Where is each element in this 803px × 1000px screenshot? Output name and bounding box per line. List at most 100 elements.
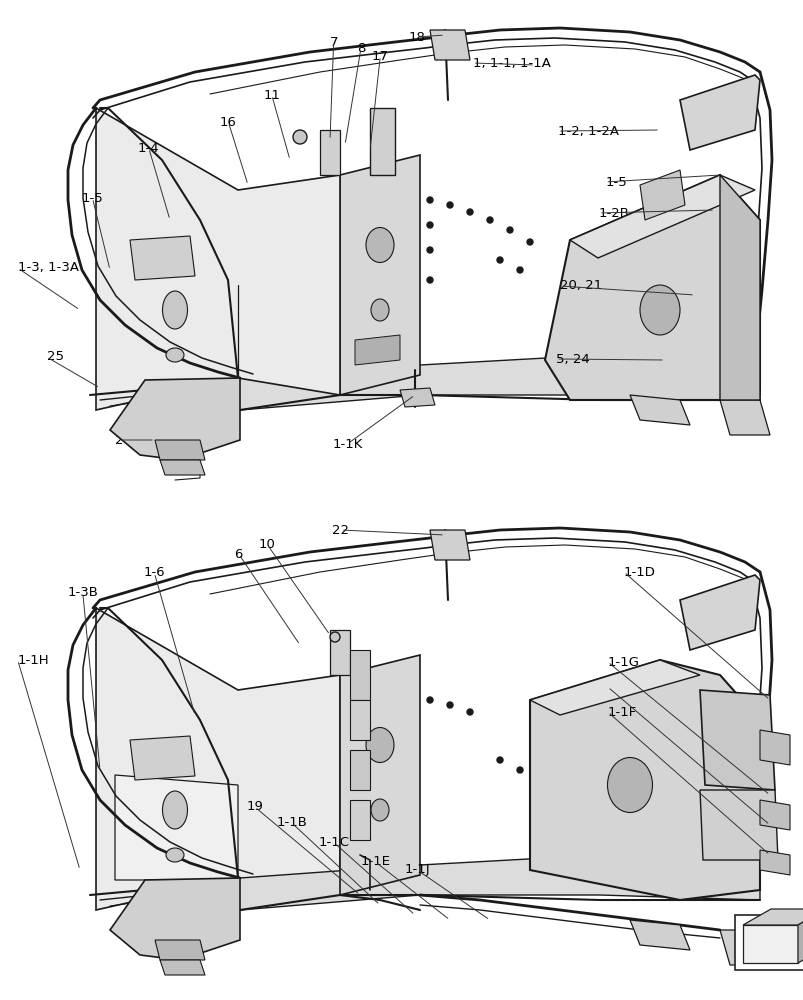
Text: 6: 6 [234,548,243,560]
Polygon shape [759,730,789,765]
Text: 1-1L: 1-1L [607,680,636,694]
Circle shape [446,202,452,208]
Polygon shape [130,236,195,280]
Polygon shape [200,355,759,410]
Polygon shape [340,655,419,895]
Polygon shape [630,920,689,950]
Polygon shape [130,736,195,780]
Text: 1-4: 1-4 [138,142,159,155]
Circle shape [507,227,512,233]
Text: 1-2B: 1-2B [598,207,629,220]
Text: 1-1K: 1-1K [332,438,362,450]
Text: 7: 7 [329,36,337,49]
Ellipse shape [370,299,389,321]
Polygon shape [349,650,369,700]
Text: 1-1C: 1-1C [319,836,349,849]
Polygon shape [742,909,803,925]
Circle shape [426,247,433,253]
Text: 1-5: 1-5 [605,176,626,189]
Polygon shape [569,175,754,258]
Polygon shape [719,930,769,965]
Ellipse shape [639,285,679,335]
Circle shape [426,697,433,703]
Polygon shape [529,660,699,715]
Polygon shape [96,108,340,410]
Ellipse shape [165,348,184,362]
Text: 1, 1-1, 1-1A: 1, 1-1, 1-1A [472,57,550,70]
Text: 1-1F: 1-1F [607,706,636,718]
Polygon shape [369,108,394,175]
Text: 1-1J: 1-1J [404,863,430,876]
Circle shape [329,632,340,642]
Polygon shape [329,630,349,675]
Polygon shape [320,130,340,175]
Text: 2: 2 [115,434,123,446]
Ellipse shape [365,727,393,762]
Circle shape [292,130,307,144]
Ellipse shape [162,291,187,329]
Polygon shape [110,378,240,460]
Polygon shape [699,790,777,860]
Polygon shape [160,960,205,975]
Circle shape [487,217,492,223]
Ellipse shape [162,791,187,829]
Text: 1-1G: 1-1G [607,656,639,668]
Circle shape [526,239,532,245]
Text: 10: 10 [259,538,275,550]
Polygon shape [679,75,759,150]
Circle shape [426,222,433,228]
Text: 1-1B: 1-1B [276,816,307,829]
Polygon shape [699,690,774,790]
Polygon shape [340,155,419,395]
Polygon shape [115,775,238,880]
Polygon shape [349,750,369,790]
Text: 1-3B: 1-3B [67,586,98,599]
Polygon shape [759,850,789,875]
Text: 16: 16 [220,116,236,129]
Polygon shape [719,400,769,435]
Polygon shape [742,925,797,963]
Text: 1-5: 1-5 [81,192,104,205]
Polygon shape [200,855,759,910]
Text: 19: 19 [247,800,263,813]
Circle shape [516,767,522,773]
Circle shape [426,197,433,203]
Circle shape [467,209,472,215]
Polygon shape [349,800,369,840]
Circle shape [496,257,503,263]
Polygon shape [155,940,205,960]
Ellipse shape [607,758,652,812]
Polygon shape [544,175,759,400]
Polygon shape [155,440,205,460]
Polygon shape [719,175,759,400]
Polygon shape [160,460,205,475]
Polygon shape [639,170,684,220]
Circle shape [496,757,503,763]
Polygon shape [115,275,238,380]
Text: 20, 21: 20, 21 [560,279,602,292]
Text: 5, 24: 5, 24 [556,353,589,365]
Text: 17: 17 [371,50,389,63]
Text: 8: 8 [357,42,365,55]
Polygon shape [679,575,759,650]
FancyBboxPatch shape [734,915,803,970]
Polygon shape [430,530,470,560]
Polygon shape [759,800,789,830]
Polygon shape [96,608,340,910]
Polygon shape [400,388,434,407]
Ellipse shape [365,228,393,262]
Text: 1-1H: 1-1H [18,654,49,666]
Polygon shape [355,335,400,365]
Circle shape [516,267,522,273]
Polygon shape [529,660,759,900]
Text: 1-1E: 1-1E [360,855,390,868]
Text: 1-1D: 1-1D [623,566,655,578]
Circle shape [446,702,452,708]
Circle shape [467,709,472,715]
Text: 1-3, 1-3A: 1-3, 1-3A [18,261,79,274]
Circle shape [426,277,433,283]
Polygon shape [110,878,240,960]
Polygon shape [349,700,369,740]
Ellipse shape [165,848,184,862]
Ellipse shape [370,799,389,821]
